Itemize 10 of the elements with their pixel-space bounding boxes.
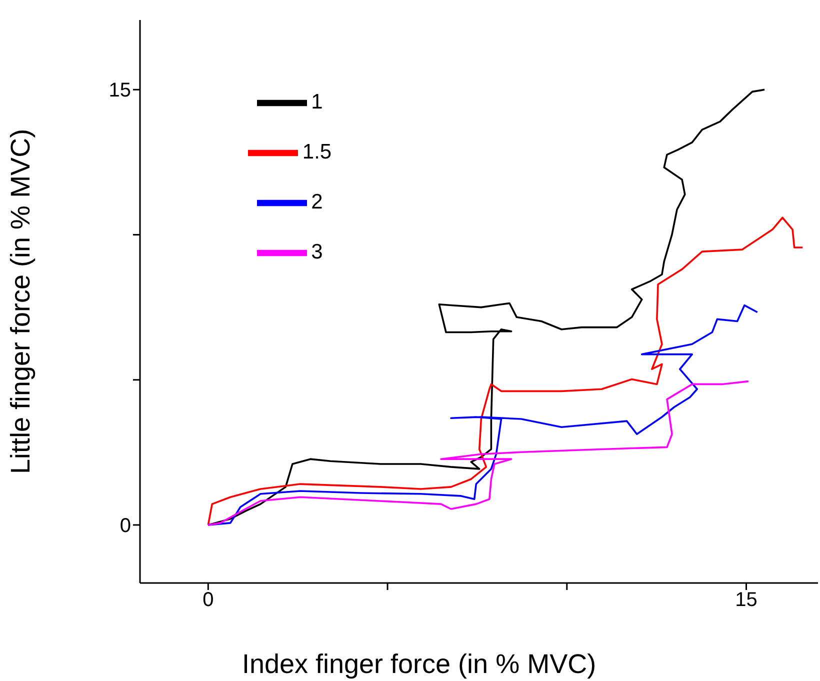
x-axis-title: Index finger force (in % MVC)	[242, 649, 596, 679]
line-series	[207, 304, 758, 526]
legend-label: 1	[311, 90, 323, 114]
legend-label: 2	[311, 190, 323, 214]
line-series	[207, 88, 766, 526]
line-series	[207, 216, 804, 526]
legend-label: 1.5	[302, 140, 332, 164]
y-axis-title: Little finger force (in % MVC)	[6, 128, 36, 474]
legend-label: 3	[311, 240, 323, 264]
line-series	[207, 380, 750, 526]
